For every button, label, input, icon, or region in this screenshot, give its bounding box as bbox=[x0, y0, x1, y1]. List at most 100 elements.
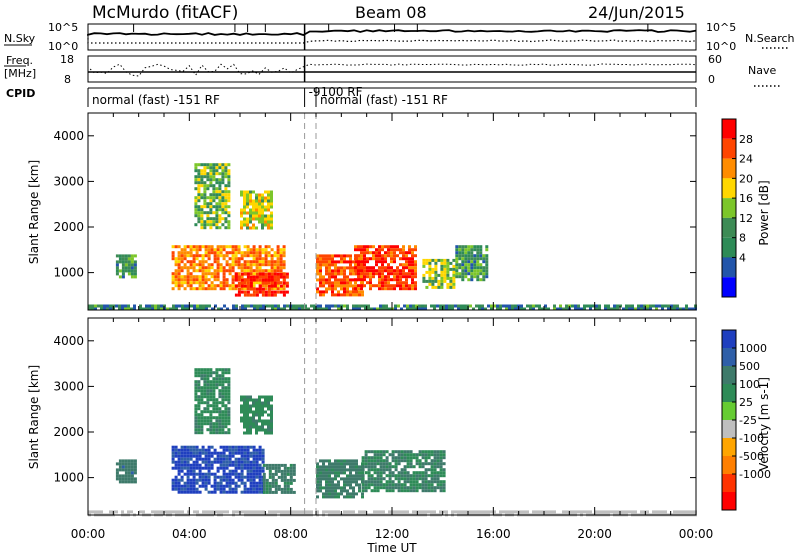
echo-cell bbox=[243, 278, 247, 282]
echo-cell bbox=[270, 416, 273, 420]
echo-cell bbox=[349, 284, 352, 288]
echo-cell bbox=[387, 254, 390, 258]
echo-cell bbox=[414, 287, 417, 291]
echo-cell bbox=[331, 477, 334, 481]
echo-cell bbox=[337, 307, 340, 311]
echo-cell bbox=[200, 419, 204, 423]
nsky-tick-top: 10^5 bbox=[48, 21, 78, 34]
echo-cell bbox=[127, 254, 131, 258]
echo-cell bbox=[224, 163, 228, 167]
echo-cell bbox=[646, 307, 649, 311]
echo-cell bbox=[237, 475, 241, 479]
echo-cell bbox=[640, 510, 643, 514]
echo-cell bbox=[440, 270, 444, 274]
echo-cell bbox=[411, 272, 414, 276]
echo-cell bbox=[193, 510, 196, 514]
echo-cell bbox=[346, 510, 349, 514]
echo-cell bbox=[216, 469, 220, 473]
echo-cell bbox=[142, 510, 145, 514]
echo-cell bbox=[183, 245, 187, 249]
echo-cell bbox=[203, 175, 207, 179]
echo-cell bbox=[393, 248, 396, 252]
echo-cell bbox=[249, 284, 253, 288]
echo-cell bbox=[271, 307, 274, 311]
echo-cell bbox=[316, 263, 319, 267]
echo-cell bbox=[400, 450, 404, 454]
echo-cell bbox=[206, 166, 210, 170]
echo-cell bbox=[200, 389, 204, 393]
echo-cell bbox=[346, 281, 349, 285]
echo-cell bbox=[221, 178, 225, 182]
echo-cell bbox=[221, 175, 225, 179]
echo-cell bbox=[207, 287, 211, 291]
echo-cell bbox=[390, 284, 393, 288]
echo-cell bbox=[198, 254, 202, 258]
echo-cell bbox=[224, 368, 228, 372]
echo-cell bbox=[252, 211, 255, 215]
echo-cell bbox=[367, 468, 371, 472]
echo-cell bbox=[218, 193, 222, 197]
echo-cell bbox=[316, 290, 319, 294]
echo-cell bbox=[249, 263, 253, 267]
echo-cell bbox=[352, 474, 355, 478]
echo-cell bbox=[405, 254, 408, 258]
echo-cell bbox=[240, 211, 243, 215]
echo-cell bbox=[211, 510, 214, 514]
echo-cell bbox=[243, 466, 247, 470]
echo-cell bbox=[166, 510, 169, 514]
echo-cell bbox=[189, 251, 193, 255]
echo-cell bbox=[322, 278, 325, 282]
echo-cell bbox=[325, 254, 328, 258]
echo-cell bbox=[464, 275, 468, 279]
echo-cell bbox=[227, 178, 231, 182]
echo-cell bbox=[252, 445, 256, 449]
echo-cell bbox=[212, 190, 216, 194]
echo-cell bbox=[442, 480, 446, 484]
echo-cell bbox=[213, 284, 217, 288]
echo-cell bbox=[192, 460, 196, 464]
echo-cell bbox=[234, 257, 238, 261]
echo-cell bbox=[264, 190, 267, 194]
echo-cell bbox=[289, 466, 293, 470]
echo-cell bbox=[322, 477, 325, 481]
colorbar-swatch bbox=[722, 277, 736, 297]
echo-cell bbox=[340, 492, 343, 496]
echo-cell bbox=[115, 477, 119, 481]
echo-cell bbox=[252, 272, 256, 276]
echo-cell bbox=[240, 451, 244, 455]
echo-cell bbox=[331, 489, 334, 493]
echo-cell bbox=[218, 208, 222, 212]
nsky-panel-frame bbox=[87, 23, 697, 51]
nsearch-trace bbox=[87, 38, 697, 44]
echo-cell bbox=[222, 269, 226, 273]
echo-cell bbox=[224, 202, 228, 206]
echo-cell bbox=[378, 278, 381, 282]
echo-cell bbox=[571, 510, 574, 514]
echo-cell bbox=[207, 460, 211, 464]
echo-cell bbox=[279, 275, 283, 279]
echo-cell bbox=[280, 475, 284, 479]
echo-cell bbox=[118, 477, 122, 481]
echo-cell bbox=[381, 284, 384, 288]
echo-cell bbox=[424, 480, 428, 484]
echo-cell bbox=[252, 199, 255, 203]
echo-cell bbox=[310, 510, 313, 514]
echo-cell bbox=[367, 465, 371, 469]
echo-cell bbox=[205, 510, 208, 514]
echo-cell bbox=[243, 398, 246, 402]
echo-cell bbox=[241, 307, 244, 311]
echo-cell bbox=[177, 263, 181, 267]
echo-cell bbox=[414, 275, 417, 279]
echo-cell bbox=[319, 483, 322, 487]
echo-cell bbox=[322, 254, 325, 258]
echo-cell bbox=[378, 248, 381, 252]
echo-cell bbox=[346, 492, 349, 496]
echo-cell bbox=[216, 457, 220, 461]
echo-cell bbox=[268, 469, 272, 473]
echo-cell bbox=[352, 290, 355, 294]
echo-cell bbox=[384, 278, 387, 282]
echo-cell bbox=[221, 431, 225, 435]
echo-cell bbox=[331, 284, 334, 288]
echo-cell bbox=[388, 307, 391, 311]
echo-cell bbox=[209, 199, 213, 203]
